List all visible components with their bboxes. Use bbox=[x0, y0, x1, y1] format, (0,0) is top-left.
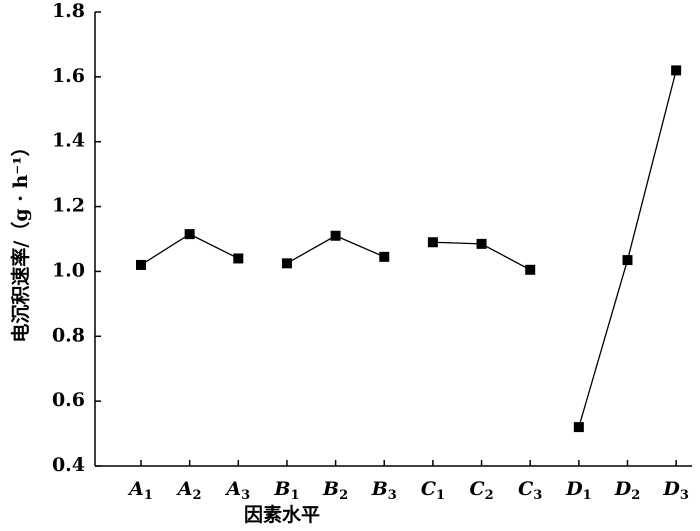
data-point bbox=[622, 255, 633, 266]
data-point bbox=[476, 238, 487, 249]
data-point bbox=[427, 237, 438, 248]
y-tick-label: 0.8 bbox=[52, 324, 85, 346]
data-point bbox=[136, 259, 146, 270]
y-tick-label: 0.6 bbox=[52, 389, 85, 411]
x-tick-label: A1 bbox=[127, 478, 153, 503]
y-tick-label: 1.6 bbox=[52, 65, 85, 87]
data-point bbox=[671, 65, 682, 76]
y-tick-label: 1.4 bbox=[52, 130, 85, 152]
y-tick-label: 0.4 bbox=[52, 454, 85, 476]
data-point bbox=[525, 264, 536, 275]
data-point bbox=[281, 258, 292, 269]
x-tick-label: C1 bbox=[421, 478, 445, 503]
x-tick-label: D1 bbox=[565, 478, 592, 503]
x-tick-label: A2 bbox=[176, 478, 202, 503]
series-line bbox=[578, 70, 677, 428]
y-tick-label: 1.2 bbox=[52, 195, 85, 217]
data-point bbox=[184, 229, 195, 240]
data-point bbox=[233, 253, 244, 264]
y-tick-label: 1.8 bbox=[52, 0, 85, 22]
x-tick-label: B2 bbox=[322, 478, 348, 503]
x-tick-label: B3 bbox=[371, 478, 397, 503]
data-point bbox=[573, 422, 584, 433]
data-point bbox=[330, 230, 341, 241]
x-tick-label: C3 bbox=[518, 478, 542, 503]
y-axis-label: 电沉积速率/（g · h⁻¹） bbox=[9, 137, 32, 342]
data-point bbox=[379, 251, 390, 262]
x-tick-label: A3 bbox=[224, 478, 250, 503]
x-tick-label: D2 bbox=[614, 478, 641, 503]
x-tick-label: B1 bbox=[273, 478, 299, 503]
y-tick-label: 1.0 bbox=[52, 259, 85, 281]
x-tick-label: D3 bbox=[662, 478, 689, 503]
x-tick-label: C2 bbox=[469, 478, 493, 503]
x-axis-label: 因素水平 bbox=[244, 503, 320, 526]
